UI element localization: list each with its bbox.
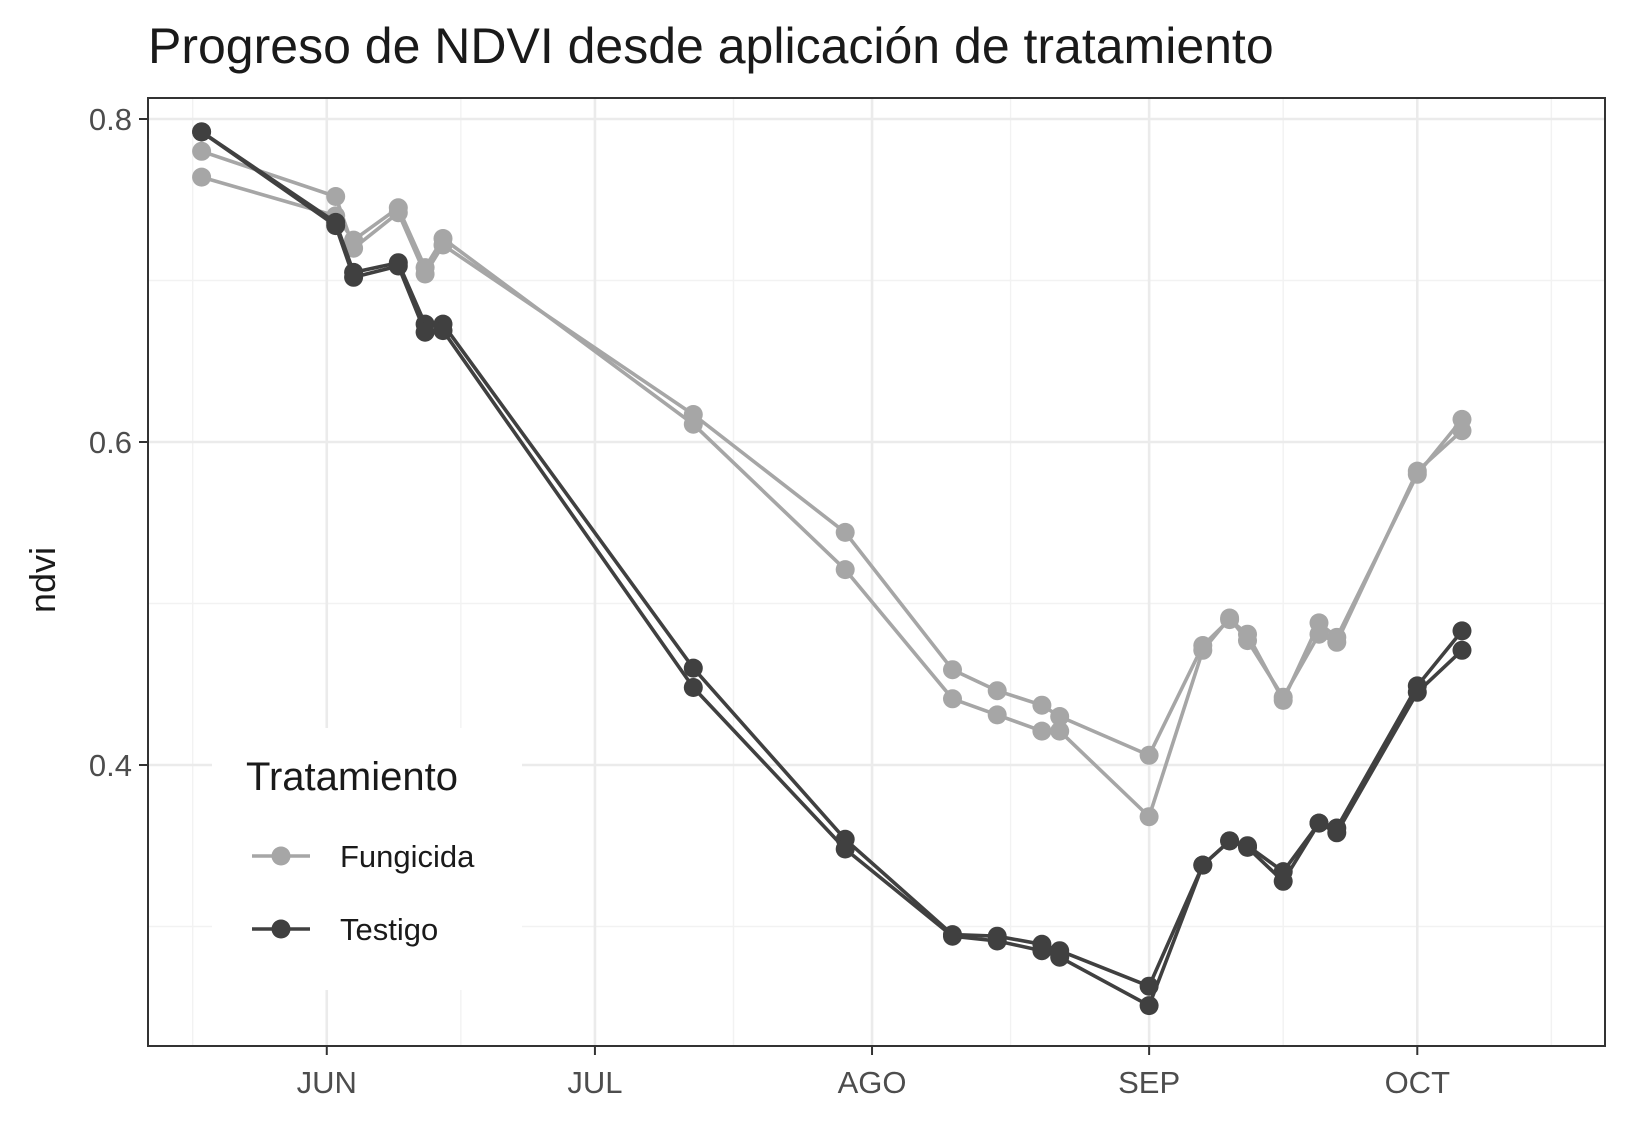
y-axis-title: ndvi [22, 547, 63, 613]
data-point-testigo [344, 267, 364, 287]
legend: Tratamiento Fungicida Testigo [212, 728, 522, 990]
data-point-fungicida [1238, 631, 1257, 651]
data-point-testigo [1238, 837, 1257, 857]
data-point-fungicida [683, 414, 703, 434]
panel-border [147, 97, 1606, 1047]
series-layer [192, 122, 1472, 1016]
data-point-fungicida [1193, 640, 1213, 660]
data-point-testigo [1452, 640, 1472, 660]
data-point-fungicida [1139, 807, 1159, 827]
legend-key-fungicida [252, 846, 310, 866]
data-point-fungicida [1309, 624, 1329, 644]
legend-background [212, 728, 522, 990]
data-point-fungicida [987, 681, 1007, 701]
data-point-fungicida [1452, 421, 1472, 441]
data-point-fungicida [326, 187, 346, 206]
data-point-fungicida [433, 229, 453, 248]
data-point-testigo [987, 931, 1007, 951]
data-point-testigo [192, 122, 212, 142]
data-point-testigo [683, 658, 703, 678]
x-tick-label: JUL [567, 1065, 622, 1100]
data-point-testigo [433, 321, 453, 341]
data-point-testigo [683, 678, 703, 697]
legend-label-fungicida: Fungicida [340, 839, 475, 874]
x-axis: JUN JUL AGO SEP OCT [297, 1046, 1450, 1100]
data-point-fungicida [1032, 695, 1052, 715]
y-axis: 0.4 0.6 0.8 [89, 102, 148, 783]
y-tick-label: 0.6 [89, 425, 132, 460]
data-point-testigo [326, 216, 346, 236]
data-point-testigo [1032, 941, 1052, 961]
data-point-testigo [1220, 831, 1240, 851]
data-point-fungicida [1220, 608, 1240, 628]
data-point-fungicida [192, 167, 212, 187]
data-point-fungicida [1050, 707, 1070, 726]
data-point-fungicida [987, 705, 1007, 725]
series-fungicida [192, 167, 1472, 827]
data-point-fungicida [1407, 461, 1427, 481]
data-point-testigo [1327, 823, 1347, 843]
data-point-fungicida [1273, 687, 1293, 707]
data-point-testigo [388, 256, 408, 276]
data-point-testigo [835, 839, 855, 859]
data-point-testigo [1193, 855, 1213, 875]
legend-label-testigo: Testigo [340, 912, 438, 947]
data-point-fungicida [1327, 632, 1347, 652]
data-point-testigo [943, 926, 962, 946]
data-point-fungicida [943, 689, 962, 709]
x-tick-label: AGO [838, 1065, 907, 1100]
chart-title: Progreso de NDVI desde aplicación de tra… [148, 18, 1274, 74]
data-point-fungicida [388, 198, 408, 218]
x-tick-label: JUN [297, 1065, 357, 1100]
data-point-testigo [1452, 621, 1472, 641]
legend-title: Tratamiento [246, 755, 458, 799]
minor-gridlines [148, 98, 1605, 1046]
y-tick-label: 0.4 [89, 748, 132, 783]
data-point-testigo [1139, 996, 1159, 1016]
data-point-testigo [415, 322, 435, 342]
x-tick-label: OCT [1385, 1065, 1451, 1100]
x-tick-label: SEP [1118, 1065, 1180, 1100]
data-point-fungicida [344, 230, 364, 250]
data-point-testigo [1273, 871, 1293, 891]
data-point-testigo [1309, 813, 1329, 833]
data-point-fungicida [943, 660, 962, 680]
data-point-testigo [1050, 947, 1070, 967]
legend-key-testigo [252, 919, 310, 939]
data-point-fungicida [835, 560, 855, 580]
series-testigo [192, 122, 1472, 1016]
data-point-fungicida [192, 141, 212, 161]
data-point-fungicida [1032, 721, 1052, 741]
data-point-testigo [1407, 682, 1427, 702]
data-point-fungicida [1139, 745, 1159, 765]
data-point-fungicida [415, 258, 435, 278]
data-point-fungicida [835, 522, 855, 542]
y-tick-label: 0.8 [89, 102, 132, 137]
data-point-fungicida [1050, 721, 1070, 741]
plot-frame [147, 97, 1606, 1047]
